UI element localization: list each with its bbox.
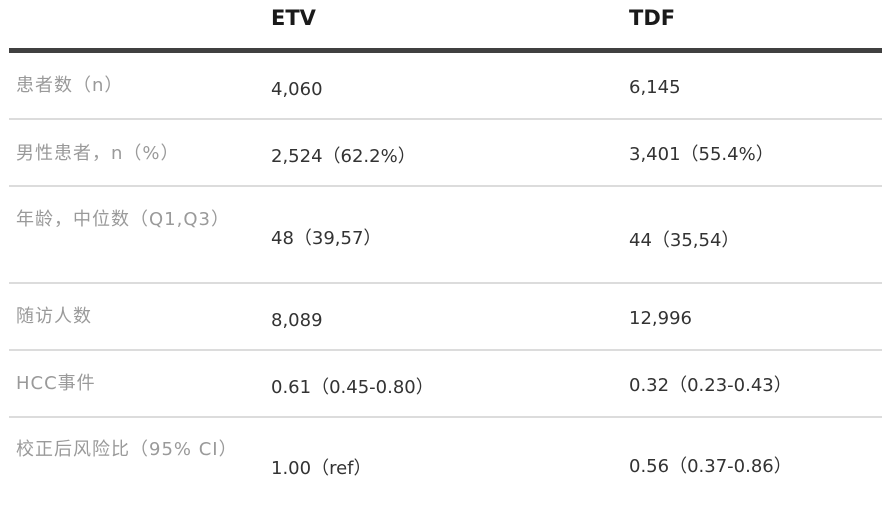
row-divider bbox=[9, 185, 882, 186]
row-divider bbox=[9, 416, 882, 417]
column-header-tdf: TDF bbox=[629, 6, 676, 30]
row-label: HCC事件 bbox=[16, 373, 96, 394]
row-divider bbox=[9, 118, 882, 119]
table-row: 随访人数 8,089 12,996 bbox=[9, 284, 882, 351]
row-label: 校正后风险比（95% CI） bbox=[16, 439, 238, 460]
row-label: 患者数（n） bbox=[16, 75, 124, 96]
etv-value: 1.00（ref） bbox=[271, 458, 372, 479]
table-row: 男性患者，n（%） 2,524（62.2%） 3,401（55.4%） bbox=[9, 120, 882, 187]
row-divider bbox=[9, 349, 882, 350]
etv-value: 2,524（62.2%） bbox=[271, 146, 416, 167]
tdf-value: 6,145 bbox=[629, 77, 681, 98]
table-row: HCC事件 0.61（0.45-0.80） 0.32（0.23-0.43） bbox=[9, 351, 882, 418]
etv-value: 4,060 bbox=[271, 79, 323, 100]
row-label: 男性患者，n（%） bbox=[16, 143, 180, 164]
tdf-value: 0.56（0.37-0.86） bbox=[629, 456, 792, 477]
table-row: 年龄，中位数（Q1,Q3） 48（39,57） 44（35,54） bbox=[9, 187, 882, 284]
row-label: 随访人数 bbox=[16, 306, 92, 327]
tdf-value: 12,996 bbox=[629, 308, 692, 329]
row-label: 年龄，中位数（Q1,Q3） bbox=[16, 209, 230, 230]
tdf-value: 44（35,54） bbox=[629, 230, 740, 251]
etv-value: 8,089 bbox=[271, 310, 323, 331]
etv-value: 0.61（0.45-0.80） bbox=[271, 377, 434, 398]
row-divider bbox=[9, 282, 882, 283]
header-divider bbox=[9, 48, 882, 53]
column-header-etv: ETV bbox=[271, 6, 316, 30]
etv-value: 48（39,57） bbox=[271, 228, 382, 249]
tdf-value: 3,401（55.4%） bbox=[629, 144, 774, 165]
table-row: 校正后风险比（95% CI） 1.00（ref） 0.56（0.37-0.86） bbox=[9, 418, 882, 513]
tdf-value: 0.32（0.23-0.43） bbox=[629, 375, 792, 396]
table-row: 患者数（n） 4,060 6,145 bbox=[9, 53, 882, 120]
